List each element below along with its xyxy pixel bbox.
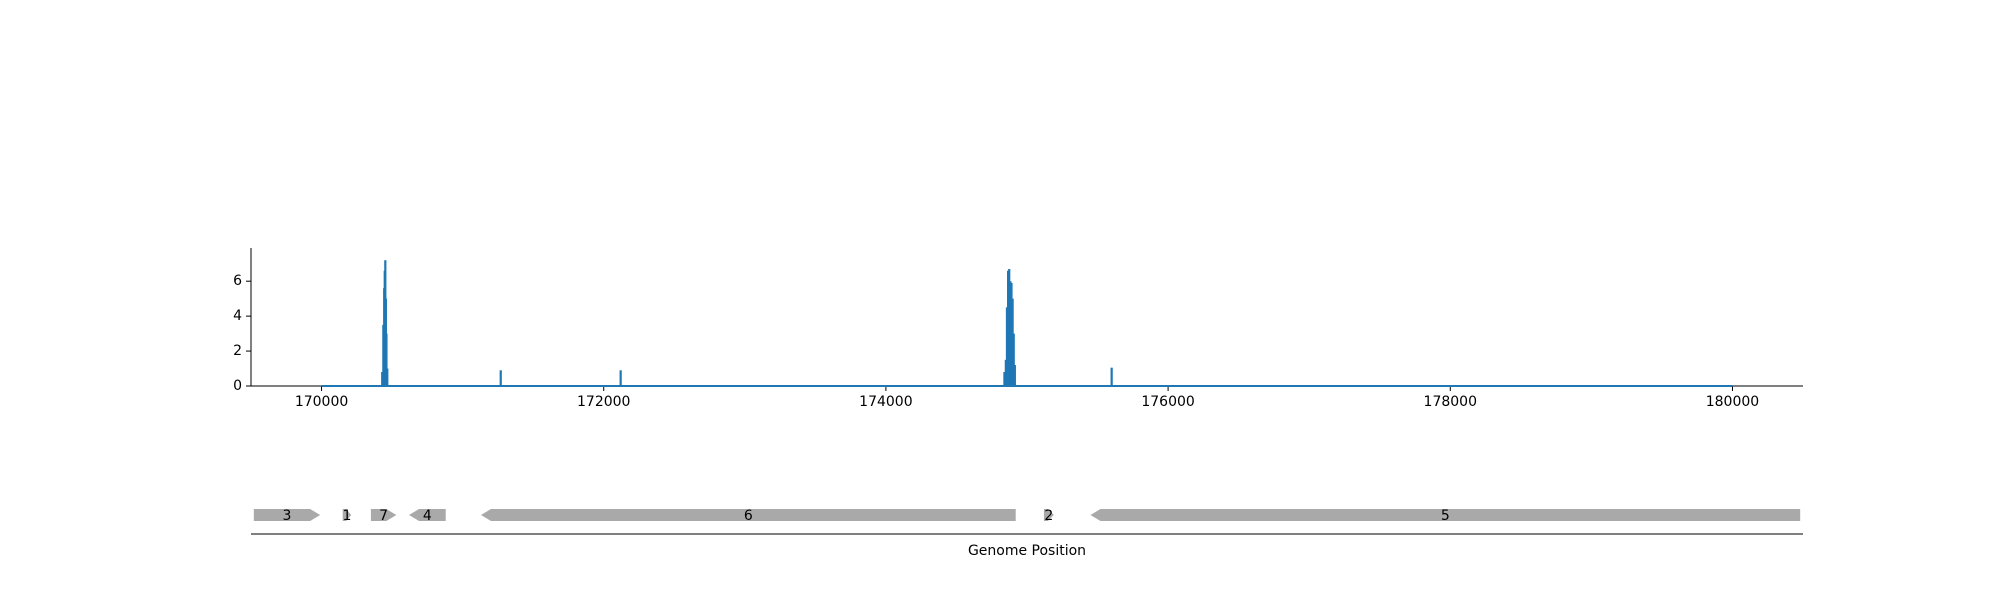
y-tick-label: 6 — [233, 273, 242, 289]
gene-label: 4 — [423, 508, 432, 524]
x-tick-label: 180000 — [1706, 394, 1759, 410]
x-ticks: 170000 172000 174000 176000 178000 180000 — [295, 386, 1759, 410]
gene-track: 3 1 7 4 6 2 5 — [253, 508, 1801, 524]
x-tick-label: 176000 — [1141, 394, 1194, 410]
x-axis-label: Genome Position — [968, 543, 1086, 559]
gene-label: 2 — [1044, 508, 1053, 524]
gene-label: 7 — [379, 508, 388, 524]
y-tick-label: 2 — [233, 343, 242, 359]
gene-label: 3 — [283, 508, 292, 524]
y-tick-label: 0 — [233, 378, 242, 394]
gene-arrow — [480, 509, 1016, 521]
gene-arrow — [370, 509, 397, 521]
gene-label: 5 — [1441, 508, 1450, 524]
gene-label: 6 — [744, 508, 753, 524]
x-tick-label: 174000 — [859, 394, 912, 410]
gene-arrow — [409, 509, 446, 521]
gene-label: 1 — [342, 508, 351, 524]
gene-arrow — [342, 509, 352, 521]
gene-arrow — [1090, 509, 1801, 521]
x-tick-label: 170000 — [295, 394, 348, 410]
y-tick-label: 4 — [233, 308, 242, 324]
x-tick-label: 172000 — [577, 394, 630, 410]
x-tick-label: 178000 — [1424, 394, 1477, 410]
gene-arrow — [253, 509, 321, 521]
coverage-peaks — [381, 260, 1113, 386]
gene-arrow — [1043, 509, 1054, 521]
y-ticks: 0 2 4 6 — [233, 273, 251, 394]
